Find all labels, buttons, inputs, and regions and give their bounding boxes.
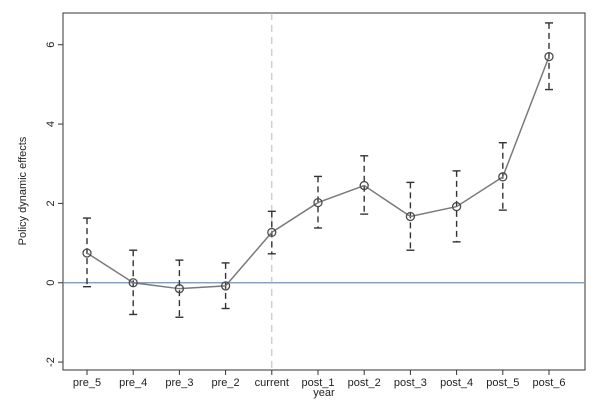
data-point (267, 227, 277, 238)
x-tick-label: post_1 (301, 377, 334, 389)
y-tick-label: 0 (45, 280, 57, 286)
plot-frame (62, 12, 586, 371)
data-point (174, 284, 185, 294)
data-point (313, 197, 323, 208)
data-point (451, 201, 462, 212)
y-tick-label: 4 (45, 121, 57, 127)
x-tick-label: pre_4 (119, 377, 147, 389)
y-tick-label: 6 (45, 42, 57, 48)
x-tick-label: pre_5 (73, 377, 101, 389)
chart-marks: -2 0 2 4 6 pre_5 pre_4 pre_3 pre_2 current post_1 p… (45, 13, 585, 389)
x-tick-label: pre_3 (165, 377, 193, 389)
x-tick-label: post_2 (348, 377, 381, 389)
y-axis-title: Policy dynamic effects (17, 136, 29, 245)
data-point (82, 248, 92, 258)
x-tick-label: post_6 (532, 377, 565, 389)
x-axis-title: year (313, 387, 335, 399)
x-tick-label: post_5 (486, 377, 519, 389)
x-tick-label: post_4 (440, 377, 473, 389)
series-line (86, 56, 550, 290)
data-point (359, 180, 369, 191)
x-tick-label: post_3 (394, 377, 427, 389)
data-point (405, 211, 416, 222)
data-point (128, 278, 138, 288)
x-tick-label: pre_2 (212, 377, 240, 389)
data-point (498, 172, 508, 182)
data-point (220, 281, 231, 291)
y-tick-label: 2 (45, 200, 57, 206)
x-tick-label: current (255, 377, 289, 389)
data-point (544, 51, 554, 62)
y-tick-label: -2 (45, 357, 57, 367)
